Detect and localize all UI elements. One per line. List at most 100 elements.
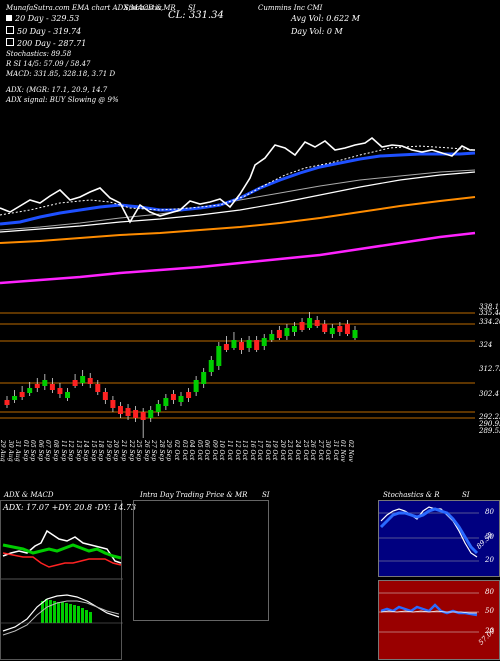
avg-vol-label: Avg Vol: 0.622 M [291, 14, 360, 23]
candle-body [291, 326, 297, 332]
candle-body [95, 384, 101, 392]
rsi-white-line [380, 610, 477, 614]
candle-body [284, 328, 290, 336]
price-axis-289: 289.53 [479, 427, 500, 435]
candle-body [170, 394, 176, 400]
candle-body [261, 338, 267, 346]
candle-body [133, 410, 139, 418]
candle-body [307, 318, 313, 328]
candles [4, 312, 358, 438]
candle-body [27, 388, 33, 393]
candle-body [80, 376, 86, 383]
candle-body [178, 396, 184, 402]
candle-body [34, 384, 40, 388]
rsi-tick-50: 50 [485, 607, 494, 615]
candle-body [239, 342, 245, 350]
adx-white-line [2, 529, 122, 564]
rsi-panel: 80 50 20 57.09 [378, 580, 500, 660]
blue-ema-line [0, 151, 476, 226]
intraday-si: SI [262, 491, 270, 499]
dma50-text: 50 Day - 319.74 [17, 27, 82, 36]
price-axis-324: 324 [479, 341, 493, 349]
stoch-title: Stochastics & R [383, 491, 440, 499]
dma20-text: 20 Day - 329.53 [15, 14, 80, 23]
candle-body [49, 384, 55, 390]
adx-green-line [2, 543, 122, 560]
macd-histogram [41, 599, 92, 623]
price-axis-338: 338.17 [479, 303, 500, 311]
candle-body [231, 340, 237, 348]
si-text: R SI 14/5: 57.09 / 58.47 [6, 60, 91, 68]
price-axis-292a: 292.23 [479, 413, 500, 421]
white-ma-line-2 [0, 169, 476, 231]
adx-text: ADX: (MGR: 17.1, 20.9, 14.7 [6, 86, 108, 94]
adx-signal-text: ADX signal: BUY Slowing @ 9% [6, 96, 119, 104]
candle-body [201, 372, 207, 384]
stoch-text: Stochastics: 89.58 [6, 50, 72, 58]
date-axis: 29 Aug 30 Aug 31 Aug 01 Sep 05 Sep 06 Sep 07 S… [0, 440, 480, 490]
candle-body [117, 406, 123, 414]
rsi-tick-20: 20 [485, 627, 494, 635]
candle-body [4, 400, 10, 405]
intraday-title: Intra Day Trading Price & MR [140, 491, 248, 499]
legend-swatch-200 [6, 38, 14, 46]
candle-body [193, 380, 199, 392]
price-axis-334: 334.26 [479, 318, 500, 326]
ticker-label: Cummins Inc CMI [258, 4, 323, 12]
candle-body [57, 388, 63, 394]
candle-chart [0, 312, 475, 438]
candle-body [352, 330, 358, 338]
candle-body [65, 392, 71, 398]
candle-body [322, 324, 328, 332]
candle-body [72, 380, 78, 386]
candle-body [110, 400, 116, 408]
credit-text: MunafaSutra.com [6, 4, 70, 12]
candle-body [148, 410, 154, 418]
stoch-si: SI [462, 491, 470, 499]
candle-body [269, 334, 275, 340]
candle-body [299, 322, 305, 330]
candle-body [254, 340, 260, 350]
candle-body [155, 404, 161, 412]
legend-swatch-20 [6, 15, 12, 21]
candle-body [208, 360, 214, 372]
adx-readout: ADX: 17.07 +DY: 20.8 -DY: 14.73 [3, 503, 137, 512]
candle-body [42, 380, 48, 386]
price-axis-292b: 290.95 [479, 420, 500, 428]
candle-body [276, 330, 282, 338]
intraday-panel [133, 500, 269, 621]
candle-body [314, 320, 320, 326]
rsi-blue-line [380, 603, 478, 617]
candle-body [87, 378, 93, 384]
magenta-ma-line [0, 231, 476, 285]
orange-ma-line [0, 196, 476, 244]
white-ma-line-1 [0, 171, 476, 233]
close-label: CL: 331.34 [168, 10, 224, 21]
macd-signal-line [2, 600, 120, 636]
candle-body [344, 324, 350, 334]
candle-body [246, 340, 252, 348]
legend: 20 Day - 329.53 50 Day - 319.74 200 Day … [6, 14, 119, 106]
price-axis-302: 302.47 [479, 390, 500, 398]
candle-body [216, 346, 222, 366]
adx-panel: ADX: 17.07 +DY: 20.8 -DY: 14.73 [0, 500, 136, 660]
candle-body [223, 344, 229, 350]
candle-body [19, 392, 25, 397]
dma200-text: 200 Day - 287.71 [17, 39, 87, 48]
rsi-tick-80: 80 [485, 588, 494, 596]
date-label: 02 Nov [347, 440, 354, 462]
price-axis-335: 335.48 [479, 309, 500, 317]
candle-body [329, 328, 335, 334]
ema-label: EMA chart [72, 4, 111, 12]
stoch-k-line [380, 506, 478, 558]
adx-red-line [2, 552, 122, 568]
stoch-panel: 80 50 20 89.58 [378, 500, 500, 577]
stochastic-label: Stochastic,MR [124, 4, 176, 12]
candle-body [186, 392, 192, 398]
candle-body [337, 326, 343, 332]
ema-chart [0, 136, 476, 285]
adx-panel-title: ADX & MACD [4, 491, 54, 499]
stoch-tick-20: 20 [485, 556, 494, 564]
adx-macd-label: ADX,MACD & [112, 4, 163, 12]
stoch-d-line [379, 507, 479, 555]
